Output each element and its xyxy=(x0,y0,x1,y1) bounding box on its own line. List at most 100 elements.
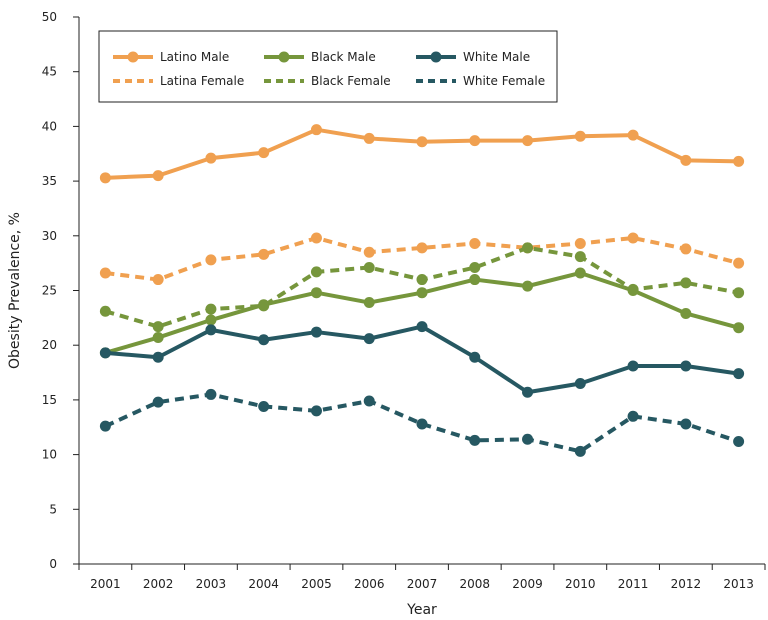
data-point xyxy=(258,334,270,346)
data-point xyxy=(733,322,745,334)
x-tick-label: 2011 xyxy=(618,577,649,591)
data-point xyxy=(205,324,217,336)
data-point xyxy=(680,360,692,372)
legend-label: Latino Male xyxy=(160,50,229,64)
data-point xyxy=(363,333,375,345)
x-tick-label: 2008 xyxy=(459,577,490,591)
y-tick-label: 30 xyxy=(42,229,57,243)
data-point xyxy=(416,321,428,333)
x-tick-label: 2001 xyxy=(90,577,121,591)
data-point xyxy=(680,243,692,255)
y-axis-ticks: 0 5 10 15 20 25 30 35 40 45 50 xyxy=(42,10,79,571)
data-point xyxy=(205,303,217,315)
data-point xyxy=(627,360,639,372)
x-axis-ticks: 2001 2002 2003 2004 2005 2006 2007 2008 2009 2010… xyxy=(78,564,766,591)
x-tick-label: 2002 xyxy=(143,577,174,591)
data-point xyxy=(205,388,217,400)
data-point xyxy=(99,420,111,432)
data-point xyxy=(627,129,639,141)
data-point xyxy=(152,396,164,408)
legend: Latino Male Black Male White Male Latina Fe… xyxy=(98,30,558,103)
data-point xyxy=(733,368,745,380)
data-point xyxy=(680,154,692,166)
legend-item: Latina Female xyxy=(113,74,244,88)
x-tick-label: 2009 xyxy=(512,577,543,591)
data-point xyxy=(627,410,639,422)
data-point xyxy=(680,418,692,430)
legend-item: Latino Male xyxy=(113,50,229,64)
legend-swatch-marker xyxy=(430,51,442,63)
data-point xyxy=(469,237,481,249)
x-tick-label: 2005 xyxy=(301,577,332,591)
data-point xyxy=(574,237,586,249)
x-tick-label: 2004 xyxy=(248,577,279,591)
data-point xyxy=(258,400,270,412)
legend-swatch-marker xyxy=(278,51,290,63)
data-point xyxy=(469,351,481,363)
data-point xyxy=(152,351,164,363)
x-axis-title: Year xyxy=(406,602,437,618)
x-tick-label: 2003 xyxy=(196,577,227,591)
x-tick-label: 2010 xyxy=(565,577,596,591)
data-point xyxy=(574,130,586,142)
y-tick-label: 5 xyxy=(49,502,57,516)
data-point xyxy=(574,267,586,279)
data-point xyxy=(152,332,164,344)
data-point xyxy=(363,132,375,144)
series-black-female xyxy=(99,242,745,333)
data-point xyxy=(310,124,322,136)
data-point xyxy=(733,435,745,447)
legend-box xyxy=(98,30,558,103)
legend-label: White Male xyxy=(463,50,530,64)
y-axis-title: Obesity Prevalence, % xyxy=(7,212,23,369)
data-point xyxy=(469,135,481,147)
data-point xyxy=(99,172,111,184)
data-point xyxy=(733,257,745,269)
y-tick-label: 0 xyxy=(49,557,57,571)
data-point xyxy=(680,307,692,319)
data-point xyxy=(310,287,322,299)
data-point xyxy=(416,287,428,299)
data-point xyxy=(310,326,322,338)
data-point xyxy=(363,395,375,407)
data-point xyxy=(522,280,534,292)
data-point xyxy=(574,377,586,389)
data-point xyxy=(416,418,428,430)
series-white-female xyxy=(99,388,745,457)
data-point xyxy=(469,434,481,446)
data-point xyxy=(152,170,164,182)
data-point xyxy=(522,386,534,398)
data-point xyxy=(363,297,375,309)
data-point xyxy=(258,300,270,312)
data-point xyxy=(205,314,217,326)
data-point xyxy=(522,135,534,147)
legend-label: Black Female xyxy=(311,74,391,88)
data-point xyxy=(574,445,586,457)
y-tick-label: 15 xyxy=(42,393,57,407)
legend-item: White Female xyxy=(416,74,545,88)
y-tick-label: 45 xyxy=(42,65,57,79)
data-point xyxy=(310,232,322,244)
y-tick-label: 50 xyxy=(42,10,57,24)
y-tick-label: 20 xyxy=(42,338,57,352)
data-point xyxy=(99,267,111,279)
legend-label: White Female xyxy=(463,74,545,88)
data-point xyxy=(310,266,322,278)
data-point xyxy=(733,155,745,167)
data-point xyxy=(627,283,639,295)
data-point xyxy=(99,347,111,359)
data-point xyxy=(416,274,428,286)
data-point xyxy=(469,274,481,286)
y-tick-label: 40 xyxy=(42,119,57,133)
data-point xyxy=(258,147,270,159)
legend-swatch-marker xyxy=(127,51,139,63)
legend-item: Black Male xyxy=(264,50,376,64)
x-tick-label: 2007 xyxy=(407,577,438,591)
legend-label: Black Male xyxy=(311,50,376,64)
y-tick-label: 10 xyxy=(42,448,57,462)
data-point xyxy=(363,246,375,258)
y-tick-label: 25 xyxy=(42,284,57,298)
data-point xyxy=(152,321,164,333)
data-point xyxy=(469,262,481,274)
